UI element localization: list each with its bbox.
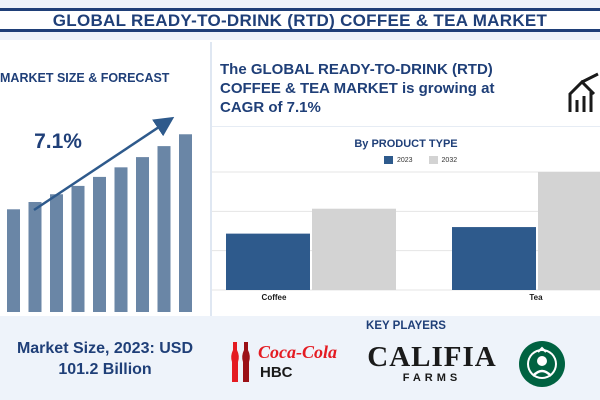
forecast-bar-2031: [157, 146, 171, 312]
hbc-wordmark: HBC: [260, 364, 293, 381]
forecast-chart: 2023202420252026202720282029203020312032…: [6, 116, 193, 328]
legend-item-2032: 2032: [428, 156, 458, 164]
legend-label-2032: 2032: [441, 156, 458, 164]
forecast-bar-2025: [28, 202, 42, 312]
coca-cola-hbc-logo: Coca-Cola HBC: [226, 340, 356, 384]
product-chart: Coffee Tea: [212, 171, 600, 302]
forecast-bar-2028: [93, 176, 106, 312]
bottle-icon: [231, 342, 250, 382]
header-band: [0, 8, 600, 32]
legend-label-2023: 2023: [397, 156, 413, 164]
forecast-bar-2032: [179, 134, 192, 312]
growth-arrow: [33, 116, 175, 212]
headline-line-3: CAGR of 7.1%: [220, 99, 321, 116]
product-bar-coffee-2023: [226, 233, 310, 290]
product-chart-title: By PRODUCT TYPE: [354, 138, 458, 150]
califia-farms-logo: CALIFIA FARMS: [366, 342, 498, 386]
coca-cola-wordmark: Coca-Cola: [258, 342, 337, 362]
farms-wordmark: FARMS: [402, 372, 462, 384]
panel-divider: [210, 42, 212, 400]
legend-item-2023: 2023: [384, 156, 413, 164]
forecast-bar-2027: [71, 185, 85, 312]
bottom-band: [0, 316, 600, 400]
forecast-title: MARKET SIZE & FORECAST: [0, 71, 170, 85]
forecast-bar-2029: [114, 167, 128, 312]
headline-line-2: COFFEE & TEA MARKET is growing at: [220, 80, 495, 97]
page-title: GLOBAL READY-TO-DRINK (RTD) COFFEE & TEA…: [52, 11, 548, 30]
key-players-title: KEY PLAYERS: [366, 320, 446, 332]
califia-wordmark: CALIFIA: [367, 341, 497, 373]
legend-swatch-2032: [428, 156, 438, 164]
headline-line-1: The GLOBAL READY-TO-DRINK (RTD): [220, 61, 493, 78]
house-growth-icon: [568, 72, 599, 112]
market-size-line-2: 101.2 Billion: [58, 361, 152, 378]
product-bar-tea-2023: [452, 227, 536, 290]
legend-swatch-2023: [384, 156, 393, 164]
forecast-bar-2024: [7, 209, 20, 312]
cagr-label: 7.1%: [34, 130, 82, 153]
forecast-bar-2030: [136, 157, 149, 312]
forecast-bar-2026: [50, 194, 63, 312]
product-bar-coffee-2032: [312, 208, 396, 290]
starbucks-siren-icon: [519, 341, 565, 387]
product-legend: 2023 2032: [384, 156, 471, 164]
market-size-text: Market Size, 2023: USD 101.2 Billion: [0, 338, 210, 380]
cagr-headline: The GLOBAL READY-TO-DRINK (RTD) COFFEE &…: [220, 60, 540, 117]
market-size-line-1: Market Size, 2023: USD: [16, 340, 194, 357]
product-bar-tea-2032: [538, 172, 600, 290]
product-tick-tea: Tea: [529, 293, 543, 302]
product-tick-coffee: Coffee: [262, 293, 287, 302]
